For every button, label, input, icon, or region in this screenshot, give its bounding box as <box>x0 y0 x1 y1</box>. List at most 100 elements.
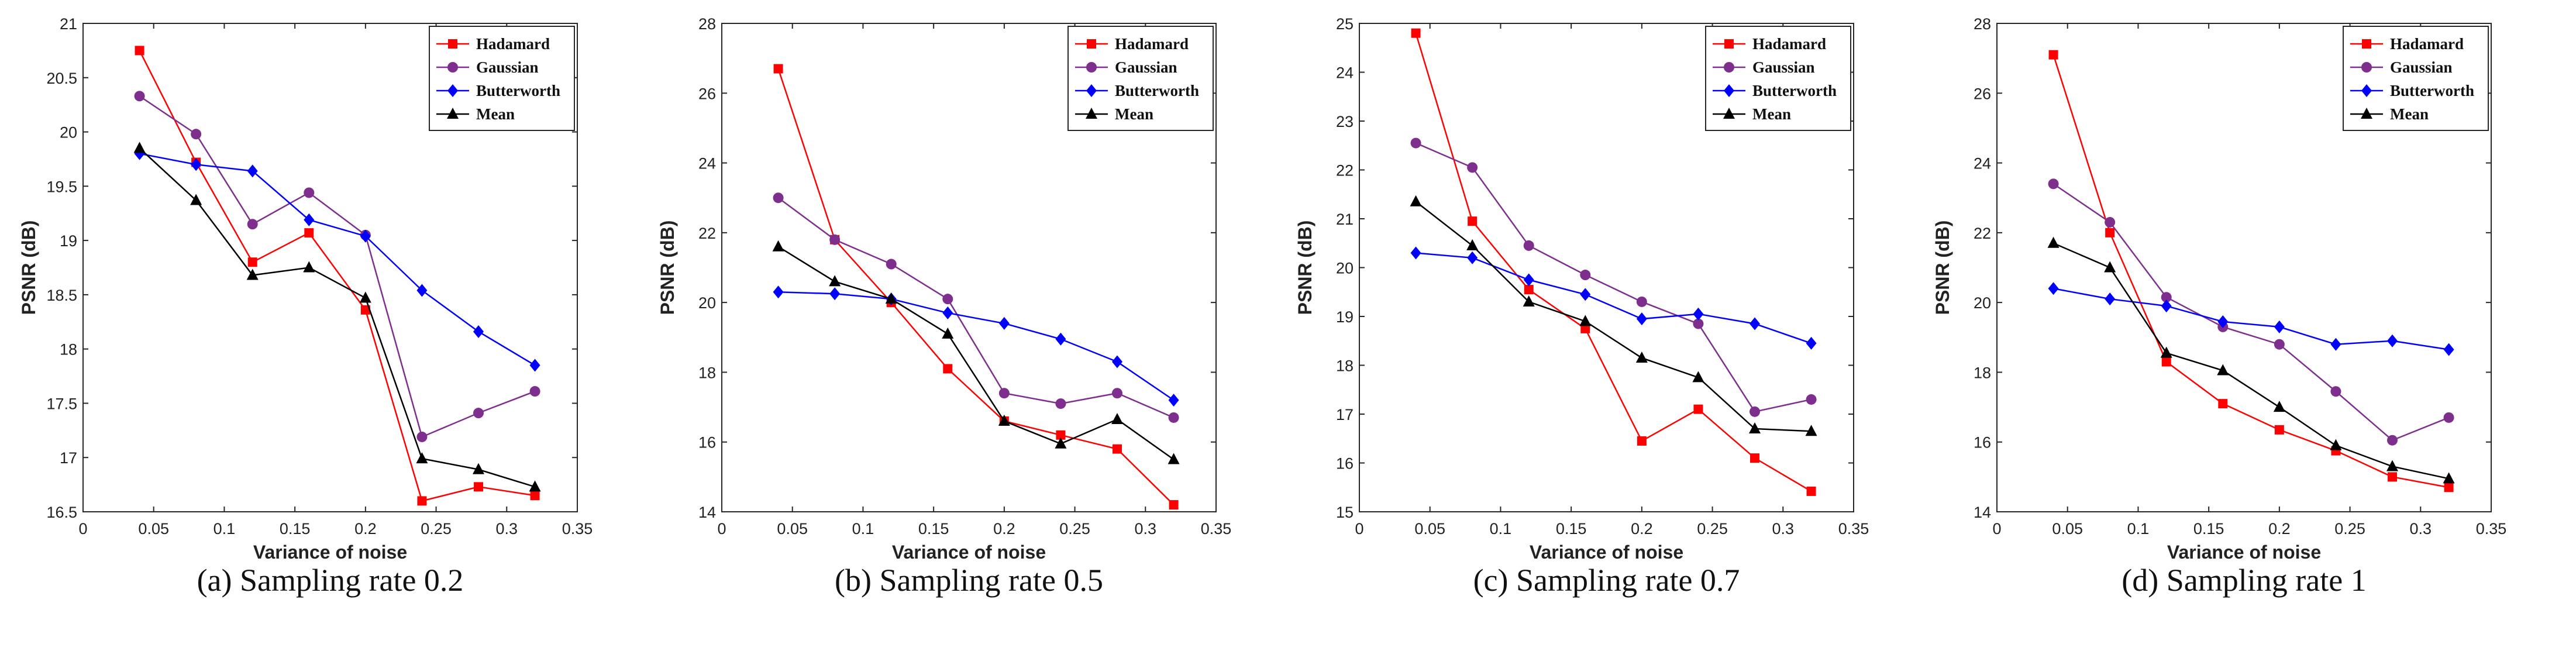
y-tick-label: 28 <box>698 15 716 33</box>
x-tick-label: 0.1 <box>2127 520 2150 538</box>
data-point-butterworth <box>2217 315 2229 328</box>
data-point-butterworth <box>1112 355 1122 368</box>
chart-caption: (c) Sampling rate 0.7 <box>1473 563 1740 598</box>
data-point-hadamard <box>247 257 257 267</box>
data-point-gaussian <box>1806 394 1817 405</box>
data-point-hadamard <box>417 496 427 506</box>
data-point-gaussian <box>1410 137 1421 149</box>
data-point-hadamard <box>1113 444 1122 454</box>
y-tick-label: 14 <box>1974 504 1991 521</box>
legend-marker-mean <box>1086 108 1097 119</box>
legend-marker-hadamard <box>1724 39 1734 49</box>
series-line-butterworth <box>139 153 536 366</box>
data-point-mean <box>190 194 202 205</box>
data-point-butterworth <box>416 284 428 297</box>
chart-panel-4: 0 0.05 0.1 0.15 0.2 0.25 0.3 0.35 14 16 18 20 22 24 26… <box>1932 15 2506 598</box>
data-point-gaussian <box>1467 162 1478 173</box>
y-axis-label: PSNR (dB) <box>1294 221 1315 315</box>
y-tick-label: 14 <box>698 504 716 521</box>
x-tick-label: 0.25 <box>1059 520 1090 538</box>
y-tick-label: 19 <box>60 232 77 250</box>
x-tick-label: 0 <box>717 520 726 538</box>
y-tick-label: 21 <box>60 15 77 33</box>
series-line-hadamard <box>777 68 1175 505</box>
data-point-butterworth <box>134 147 145 160</box>
data-point-gaussian <box>998 388 1010 399</box>
data-point-gaussian <box>2105 216 2116 228</box>
legend-label-hadamard: Hadamard <box>2390 35 2464 53</box>
data-point-mean <box>416 452 428 464</box>
series-line-butterworth <box>1416 252 1812 345</box>
legend-marker-gaussian <box>447 62 458 73</box>
x-tick-label: 0.2 <box>993 520 1015 538</box>
data-point-butterworth <box>1467 251 1478 264</box>
y-tick-label: 16.5 <box>46 504 77 521</box>
x-tick-label: 0 <box>78 520 87 538</box>
legend: Hadamard Gaussian Butterworth Mean <box>2343 26 2489 131</box>
y-tick-label: 18 <box>698 364 716 381</box>
series-line-hadamard <box>139 50 535 502</box>
data-point-hadamard <box>2161 357 2171 367</box>
legend: Hadamard Gaussian Butterworth Mean <box>1705 26 1851 131</box>
data-point-gaussian <box>473 408 484 419</box>
data-point-gaussian <box>2048 178 2059 190</box>
data-point-butterworth <box>1693 307 1704 321</box>
data-point-butterworth <box>1580 288 1591 301</box>
x-tick-label: 0.3 <box>496 520 518 538</box>
y-tick-label: 28 <box>1974 15 1991 33</box>
y-tick-label: 24 <box>698 155 716 173</box>
x-axis-label: Variance of noise <box>1530 542 1683 563</box>
y-tick-label: 18 <box>1336 357 1354 375</box>
data-point-hadamard <box>773 64 783 74</box>
data-point-butterworth <box>191 158 202 171</box>
x-tick-label: 0.3 <box>2410 520 2432 538</box>
data-point-gaussian <box>416 431 428 442</box>
data-point-gaussian <box>1750 406 1760 417</box>
x-tick-label: 0.15 <box>918 520 949 538</box>
data-point-hadamard <box>943 364 953 374</box>
data-point-butterworth <box>829 287 841 301</box>
legend-label-gaussian: Gaussian <box>1115 58 1177 76</box>
data-point-gaussian <box>529 386 540 397</box>
series-line-mean <box>777 246 1175 460</box>
series-line-hadamard <box>1415 33 1812 492</box>
data-point-butterworth <box>773 285 784 299</box>
data-point-mean <box>133 142 146 153</box>
data-point-gaussian <box>2443 412 2454 423</box>
legend-marker-gaussian <box>2361 62 2372 73</box>
data-point-butterworth <box>2443 343 2454 356</box>
legend-label-hadamard: Hadamard <box>476 35 550 53</box>
y-tick-label: 17.5 <box>46 395 77 412</box>
x-tick-label: 0.25 <box>421 520 452 538</box>
data-point-mean <box>1805 425 1817 436</box>
x-tick-label: 0.35 <box>2476 520 2507 538</box>
data-point-mean <box>1692 371 1704 383</box>
data-point-butterworth <box>1055 332 1066 346</box>
x-tick-label: 0.35 <box>562 520 593 538</box>
series-line-gaussian <box>139 95 536 438</box>
x-tick-label: 0.05 <box>138 520 169 538</box>
data-point-hadamard <box>1524 285 1534 295</box>
legend-label-mean: Mean <box>476 105 515 123</box>
data-point-gaussian <box>1693 318 1704 329</box>
legend-label-butterworth: Butterworth <box>1115 82 1199 99</box>
y-tick-label: 15 <box>1336 504 1354 521</box>
x-tick-label: 0.05 <box>1414 520 1445 538</box>
data-point-butterworth <box>998 316 1010 330</box>
chart-panel-3: 0 0.05 0.1 0.15 0.2 0.25 0.3 0.35 15 16 17 18 19 20 21… <box>1294 15 1869 598</box>
data-point-gaussian <box>829 234 841 245</box>
x-tick-label: 0.35 <box>1838 520 1869 538</box>
legend-marker-hadamard <box>448 39 457 49</box>
data-point-hadamard <box>304 228 314 238</box>
x-tick-label: 0.25 <box>1697 520 1728 538</box>
data-point-butterworth <box>2048 282 2059 295</box>
y-tick-label: 19 <box>1336 308 1354 326</box>
data-point-butterworth <box>1806 336 1817 350</box>
data-point-butterworth <box>529 359 540 372</box>
data-point-gaussian <box>2161 292 2172 303</box>
data-point-mean <box>942 327 954 339</box>
y-tick-label: 20.5 <box>46 70 77 87</box>
data-point-mean <box>1168 453 1180 464</box>
legend: Hadamard Gaussian Butterworth Mean <box>1067 26 1214 131</box>
data-point-gaussian <box>134 91 145 102</box>
